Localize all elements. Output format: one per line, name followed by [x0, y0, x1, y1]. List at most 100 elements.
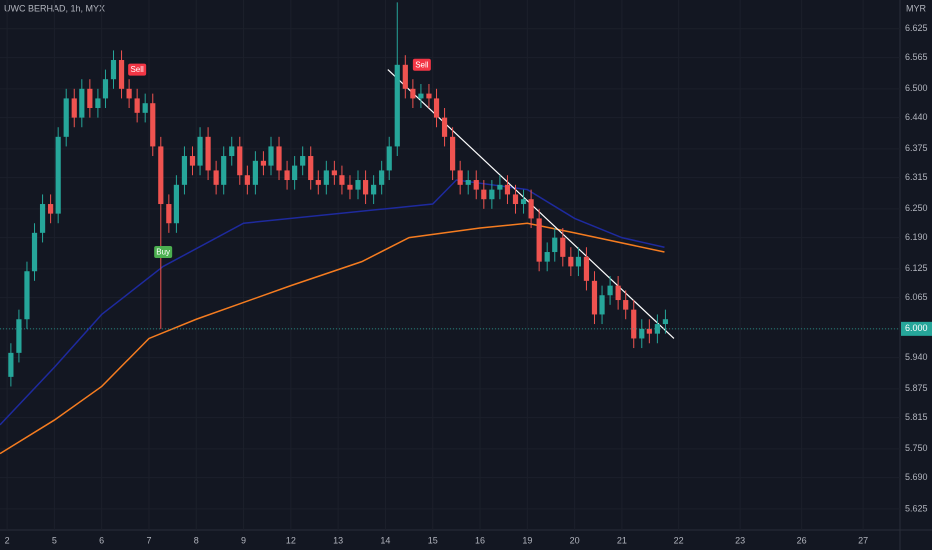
y-tick-label: 6.125 — [905, 263, 928, 273]
candle-body — [158, 146, 164, 205]
y-tick-label: 6.250 — [905, 203, 928, 213]
candle-body — [276, 146, 282, 171]
y-tick-label: 5.690 — [905, 472, 928, 482]
candle-body — [433, 98, 440, 118]
candle-body — [87, 88, 93, 109]
candle-body — [229, 146, 235, 157]
y-tick-label: 6.565 — [905, 52, 928, 62]
y-tick-label: 6.375 — [905, 143, 928, 153]
y-tick-label: 6.065 — [905, 292, 928, 302]
candle-body — [142, 103, 148, 113]
candle-body — [379, 170, 385, 185]
candle-body — [520, 199, 527, 205]
candle-body — [252, 160, 258, 185]
candle-body — [544, 252, 550, 262]
last-price-label: 6.000 — [905, 323, 928, 333]
y-tick-label: 6.500 — [905, 83, 928, 93]
candle-body — [244, 175, 250, 185]
candle-body — [205, 136, 211, 171]
candle-body — [63, 98, 69, 137]
signal-label: Sell — [415, 60, 429, 69]
candle-body — [173, 184, 180, 224]
x-tick-label: 20 — [570, 535, 580, 545]
candle-body — [308, 156, 314, 181]
candle-body — [347, 184, 353, 190]
candle-body — [300, 156, 306, 166]
x-tick-label: 27 — [858, 535, 868, 545]
candle-body — [79, 88, 85, 118]
candle-body — [102, 79, 109, 99]
candle-body — [213, 170, 219, 185]
y-tick-label: 6.190 — [905, 232, 928, 242]
candle-body — [181, 156, 188, 185]
candle-body — [607, 285, 613, 296]
candle-body — [55, 136, 61, 214]
candle-body — [450, 136, 456, 171]
candle-body — [48, 204, 54, 214]
x-tick-label: 26 — [797, 535, 807, 545]
candle-body — [134, 98, 140, 113]
candle-body — [426, 93, 432, 99]
candle-body — [631, 309, 637, 339]
x-tick-label: 23 — [735, 535, 745, 545]
y-tick-label: 6.625 — [905, 23, 928, 33]
candle-body — [646, 328, 652, 334]
candle-body — [591, 280, 598, 315]
candle-body — [489, 189, 495, 200]
y-tick-label: 6.440 — [905, 112, 928, 122]
candle-body — [110, 60, 117, 80]
candle-body — [268, 146, 274, 166]
candle-body — [599, 295, 605, 315]
candle-body — [441, 117, 448, 137]
y-tick-label: 5.940 — [905, 352, 928, 362]
x-tick-label: 2 — [5, 535, 10, 545]
candle-body — [623, 300, 629, 310]
x-tick-label: 21 — [617, 535, 627, 545]
candle-body — [662, 319, 669, 325]
candle-body — [457, 170, 463, 185]
candle-body — [386, 146, 392, 171]
candle-body — [371, 184, 377, 195]
candle-body — [221, 156, 227, 185]
candle-body — [355, 180, 361, 190]
x-tick-label: 13 — [333, 535, 343, 545]
candle-body — [118, 60, 125, 89]
candle-body — [95, 98, 101, 109]
signal-badge — [412, 58, 431, 71]
candle-body — [497, 184, 503, 190]
candle-body — [536, 218, 542, 262]
candle-body — [394, 64, 400, 147]
candle-body — [410, 88, 416, 99]
x-tick-label: 6 — [99, 535, 104, 545]
candle-body — [465, 180, 471, 185]
x-tick-label: 15 — [428, 535, 438, 545]
signal-badge — [154, 246, 173, 259]
candle-body — [639, 328, 645, 339]
candle-body — [126, 88, 132, 99]
candle-body — [323, 170, 329, 185]
y-tick-label: 5.815 — [905, 412, 928, 422]
candle-body — [16, 319, 22, 353]
candle-body — [292, 165, 298, 181]
candle-body — [473, 180, 479, 190]
candle-body — [150, 103, 156, 147]
indicator-line — [0, 222, 665, 455]
candle-body — [512, 194, 519, 205]
candle-body — [237, 146, 243, 176]
x-tick-label: 9 — [241, 535, 246, 545]
indicator-line — [0, 179, 665, 426]
currency-label: MYR — [906, 3, 927, 13]
candle-body — [260, 160, 267, 166]
x-tick-label: 7 — [146, 535, 151, 545]
candle-body — [481, 189, 487, 200]
signal-label: Sell — [130, 65, 144, 74]
candle-body — [418, 93, 424, 99]
y-tick-label: 5.875 — [905, 383, 928, 393]
candle-body — [331, 170, 337, 176]
candle-body — [339, 175, 345, 185]
candle-body — [575, 256, 582, 267]
candle-body — [583, 256, 590, 281]
candle-body — [189, 156, 196, 166]
